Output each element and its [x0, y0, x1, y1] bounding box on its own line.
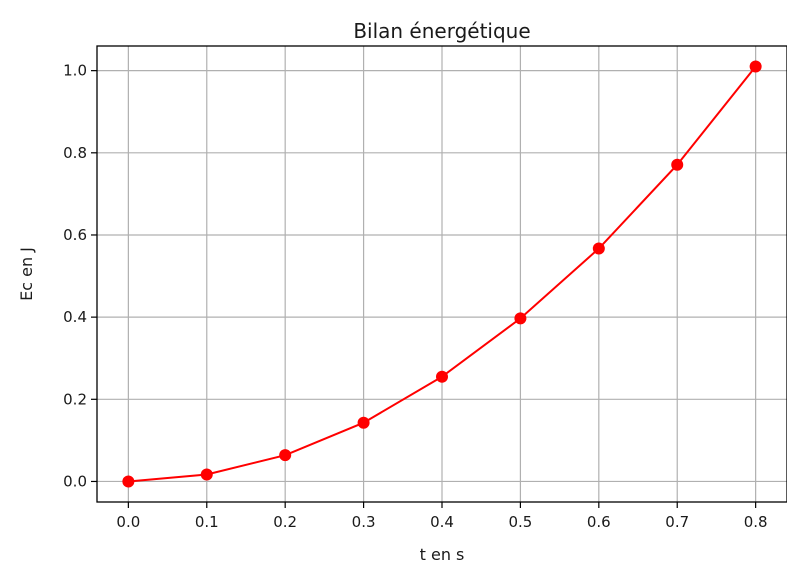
- y-tick-label: 0.8: [63, 144, 87, 162]
- data-point: [357, 416, 370, 429]
- y-tick-label: 0.0: [63, 472, 87, 490]
- x-tick-label: 0.6: [587, 513, 611, 531]
- x-tick-label: 0.8: [744, 513, 768, 531]
- x-tick-label: 0.3: [352, 513, 376, 531]
- data-point: [436, 370, 448, 383]
- data-point: [122, 475, 135, 488]
- data-point: [279, 449, 292, 462]
- data-point: [200, 468, 213, 481]
- tick-layer: 0.0 0.1 0.2 0.3 0.4 0.5 0.6 0.7 0.8 0.0 0.2 0.4 0.6 0…: [63, 62, 767, 531]
- y-tick-label: 0.6: [63, 226, 87, 244]
- y-tick-label: 0.2: [63, 390, 87, 408]
- x-tick-label: 0.1: [195, 513, 219, 531]
- data-point: [749, 60, 762, 73]
- grid-layer: [97, 46, 787, 502]
- plot-frame: [96, 45, 787, 503]
- data-point: [671, 158, 684, 171]
- x-tick-label: 0.7: [665, 513, 689, 531]
- y-tick-label: 1.0: [63, 62, 87, 80]
- y-axis-label: Ec en J: [17, 247, 36, 301]
- x-tick-label: 0.4: [430, 513, 454, 531]
- x-tick-label: 0.2: [273, 513, 297, 531]
- y-tick-label: 0.4: [63, 308, 87, 326]
- series-layer: [122, 60, 762, 488]
- data-point: [592, 242, 605, 255]
- data-point: [514, 312, 527, 325]
- x-tick-label: 0.5: [508, 513, 532, 531]
- chart-title: Bilan énergétique: [353, 19, 530, 43]
- x-tick-label: 0.0: [116, 513, 140, 531]
- x-axis-label: t en s: [420, 545, 465, 564]
